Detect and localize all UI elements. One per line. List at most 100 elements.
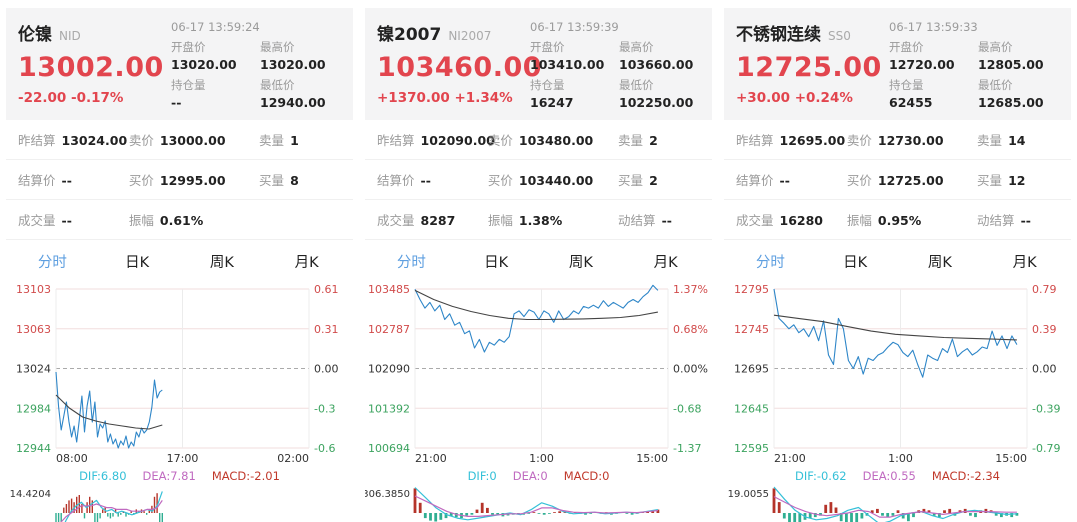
macd-chart-3[interactable]: 19.0055-19.0055 [724,485,1071,522]
last-price: 12725.00 [736,52,882,83]
svg-text:21:00: 21:00 [774,452,806,465]
open-stat: 开盘价 12720.00 [889,40,955,72]
tab-minute[interactable]: 分时 [755,255,785,271]
quote-detail-rows: 昨结算 102090.00 卖价 103480.00 卖量 2 结算价 -- 买价 103… [365,120,712,240]
tab-minute[interactable]: 分时 [37,255,67,271]
ohlc-grid: 开盘价 13020.00 最高价 13020.00 持仓量 -- 最低价 12940.0… [171,39,341,110]
instrument-name: 伦镍 [18,25,52,45]
period-tabs: 分时 日K 周K 月K [365,240,712,282]
svg-text:0.00%: 0.00% [673,363,708,376]
price-change: -22.00 -0.17% [18,90,124,106]
macd-value: MACD:0 [563,469,610,483]
svg-text:12645: 12645 [734,402,769,415]
tab-daily-k[interactable]: 日K [843,255,868,271]
quote-summary: 不锈钢连续 SS0 12725.00 +30.00 +0.24% [736,20,889,112]
svg-text:12984: 12984 [16,402,51,415]
dea-value: DEA:0.55 [862,469,916,483]
dea-value: DEA:7.81 [142,469,196,483]
dif-value: DIF:-0.62 [795,469,847,483]
detail-row: 昨结算 102090.00 卖价 103480.00 卖量 2 [365,120,712,160]
quote-detail-rows: 昨结算 13024.00 卖价 13000.00 卖量 1 结算价 -- 买价 12995… [6,120,353,240]
svg-text:0.61: 0.61 [314,283,339,296]
svg-text:12795: 12795 [734,283,769,296]
macd-chart-1[interactable]: 14.4204-14.4204 [6,485,353,522]
svg-text:1:00: 1:00 [529,452,554,465]
svg-text:15:00: 15:00 [636,452,668,465]
last-price: 103460.00 [377,52,543,83]
quote-card-lme-nickel: 伦镍 NID 13002.00 -22.00 -0.17% 06-17 13:59… [6,8,353,522]
svg-text:12944: 12944 [16,442,51,455]
svg-text:306.3850: 306.3850 [365,489,410,500]
quote-detail-rows: 昨结算 12695.00 卖价 12730.00 卖量 14 结算价 -- 买价 1272… [724,120,1071,240]
svg-text:21:00: 21:00 [415,452,447,465]
detail-row: 成交量 -- 振幅 0.61% [6,200,353,240]
svg-text:19.0055: 19.0055 [728,489,769,500]
minute-chart-2[interactable]: 103485 1.37% 102787 0.68% 102090 0.00% 101392 -… [365,282,712,469]
quote-timestamp: 06-17 13:59:33 [889,20,978,34]
tab-monthly-k[interactable]: 月K [1012,255,1037,271]
detail-row: 成交量 8287 振幅 1.38% 动结算 -- [365,200,712,240]
macd-chart-2[interactable]: 306.3850306.3850 [365,485,712,522]
open-stat: 开盘价 13020.00 [171,40,237,72]
svg-text:12595: 12595 [734,442,769,455]
tab-daily-k[interactable]: 日K [484,255,509,271]
instrument-title-row: 不锈钢连续 SS0 [736,20,889,45]
svg-text:12745: 12745 [734,323,769,336]
position-stat: 持仓量 -- [171,78,206,110]
low-stat: 最低价 12685.00 [978,78,1044,110]
svg-text:-0.79: -0.79 [1032,442,1060,455]
minute-chart-1[interactable]: 13103 0.61 13063 0.31 13024 0.00 12984 -0.3 1294… [6,282,353,469]
minute-chart-3[interactable]: 12795 0.79 12745 0.39 12695 0.00 12645 -0.39 125… [724,282,1071,469]
tab-daily-k[interactable]: 日K [125,255,150,271]
quote-header: 伦镍 NID 13002.00 -22.00 -0.17% 06-17 13:59… [6,8,353,120]
svg-text:-0.39: -0.39 [1032,402,1060,415]
svg-text:103485: 103485 [368,283,410,296]
macd-legend: DIF:-0.62 DEA:0.55 MACD:-2.34 [724,469,1071,485]
instrument-code: SS0 [828,29,851,43]
svg-text:102090: 102090 [368,363,410,376]
detail-row: 成交量 16280 振幅 0.95% 动结算 -- [724,200,1071,240]
quote-stats: 06-17 13:59:39 开盘价 103410.00 最高价 103660.00… [530,20,700,112]
price-change: +1370.00 +1.34% [377,90,513,106]
position-stat: 持仓量 62455 [889,78,933,110]
tab-monthly-k[interactable]: 月K [653,255,678,271]
instrument-title-row: 伦镍 NID [18,20,171,45]
svg-text:100694: 100694 [368,442,410,455]
position-stat: 持仓量 16247 [530,78,574,110]
period-tabs: 分时 日K 周K 月K [6,240,353,282]
period-tabs: 分时 日K 周K 月K [724,240,1071,282]
detail-row: 昨结算 13024.00 卖价 13000.00 卖量 1 [6,120,353,160]
high-stat: 最高价 12805.00 [978,40,1044,72]
tab-minute[interactable]: 分时 [396,255,426,271]
macd-value: MACD:-2.34 [931,469,1000,483]
svg-text:12695: 12695 [734,363,769,376]
instrument-name: 镍2007 [377,25,442,45]
tab-weekly-k[interactable]: 周K [568,255,593,271]
ohlc-grid: 开盘价 12720.00 最高价 12805.00 持仓量 62455 最低价 1268… [889,39,1059,110]
quote-header: 镍2007 NI2007 103460.00 +1370.00 +1.34% 06… [365,8,712,120]
quote-card-ss0: 不锈钢连续 SS0 12725.00 +30.00 +0.24% 06-17 13… [724,8,1071,522]
svg-text:0.68%: 0.68% [673,323,708,336]
svg-text:0.39: 0.39 [1032,323,1057,336]
instrument-code: NI2007 [448,29,492,43]
macd-value: MACD:-2.01 [211,469,280,483]
tab-weekly-k[interactable]: 周K [209,255,234,271]
quote-stats: 06-17 13:59:24 开盘价 13020.00 最高价 13020.00 持… [171,20,341,112]
instrument-name: 不锈钢连续 [736,25,821,45]
svg-text:101392: 101392 [368,402,410,415]
macd-legend: DIF:6.80 DEA:7.81 MACD:-2.01 [6,469,353,485]
svg-text:08:00: 08:00 [56,452,88,465]
dif-value: DIF:6.80 [79,469,127,483]
svg-text:1:00: 1:00 [888,452,913,465]
quote-timestamp: 06-17 13:59:39 [530,20,619,34]
dif-value: DIF:0 [467,469,497,483]
svg-text:15:00: 15:00 [995,452,1027,465]
tab-monthly-k[interactable]: 月K [294,255,319,271]
tab-weekly-k[interactable]: 周K [927,255,952,271]
low-stat: 最低价 12940.00 [260,78,326,110]
quote-summary: 伦镍 NID 13002.00 -22.00 -0.17% [18,20,171,112]
quote-timestamp: 06-17 13:59:24 [171,20,260,34]
svg-text:17:00: 17:00 [167,452,199,465]
svg-text:-0.3: -0.3 [314,402,335,415]
quote-stats: 06-17 13:59:33 开盘价 12720.00 最高价 12805.00 持… [889,20,1059,112]
